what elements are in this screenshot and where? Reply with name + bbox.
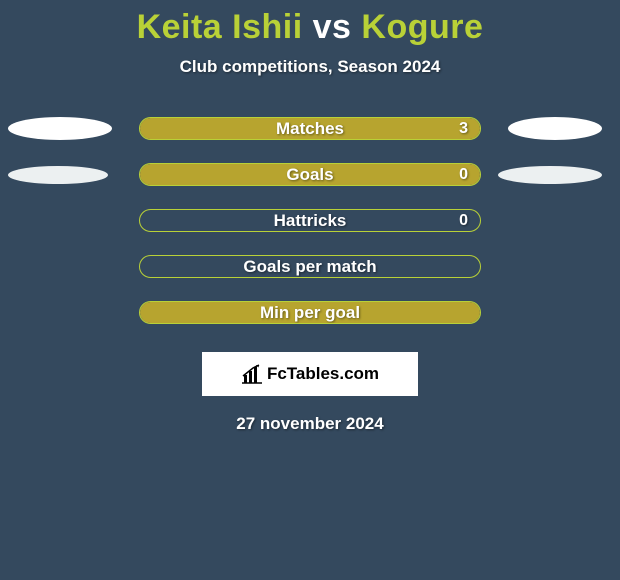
title-vs: vs <box>313 8 352 46</box>
stat-row: Goals0 <box>0 163 620 186</box>
stat-row: Hattricks0 <box>0 209 620 232</box>
stat-row: Goals per match <box>0 255 620 278</box>
title-player2: Kogure <box>361 8 483 46</box>
brand-text: FcTables.com <box>267 364 379 384</box>
date-text: 27 november 2024 <box>0 414 620 434</box>
stat-value: 0 <box>459 166 468 184</box>
stat-row: Matches3 <box>0 117 620 140</box>
page-title: Keita Ishii vs Kogure <box>0 0 620 47</box>
brand-box[interactable]: FcTables.com <box>202 352 418 396</box>
stat-bar: Goals per match <box>139 255 481 278</box>
stat-value: 3 <box>459 120 468 138</box>
left-ellipse <box>8 117 112 140</box>
stat-bar: Hattricks0 <box>139 209 481 232</box>
stat-label: Hattricks <box>140 211 480 231</box>
stat-rows: Matches3Goals0Hattricks0Goals per matchM… <box>0 117 620 324</box>
stat-label: Goals per match <box>140 257 480 277</box>
stat-label: Min per goal <box>140 303 480 323</box>
stat-bar: Matches3 <box>139 117 481 140</box>
title-player1: Keita Ishii <box>137 8 303 46</box>
infographic-container: Keita Ishii vs Kogure Club competitions,… <box>0 0 620 434</box>
stat-value: 0 <box>459 212 468 230</box>
stat-label: Matches <box>140 119 480 139</box>
stat-row: Min per goal <box>0 301 620 324</box>
right-ellipse <box>508 117 602 140</box>
subtitle: Club competitions, Season 2024 <box>0 57 620 77</box>
stat-bar: Min per goal <box>139 301 481 324</box>
left-ellipse <box>8 166 108 184</box>
right-ellipse <box>498 166 602 184</box>
stat-label: Goals <box>140 165 480 185</box>
chart-icon <box>241 364 263 384</box>
stat-bar: Goals0 <box>139 163 481 186</box>
